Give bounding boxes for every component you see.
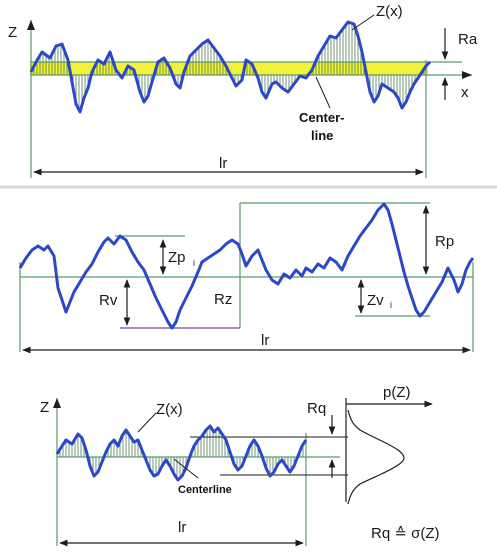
top-x-arrowhead (462, 71, 472, 79)
centerline-leader-bottom (173, 458, 199, 479)
rv-label: Rv (99, 292, 118, 309)
bottom-z-arrowhead (53, 398, 61, 408)
rq-label: Rq (307, 400, 326, 417)
zv-label: Zv (367, 292, 384, 309)
bottom-zx-label: Z(x) (156, 401, 183, 418)
rz-label: Rz (214, 291, 232, 308)
rp-label: Rp (435, 233, 454, 250)
mid-profile-curve (18, 202, 475, 330)
rq-sigma-formula: Rq ≙ σ(Z) (371, 525, 440, 542)
top-profile-curve (29, 20, 432, 114)
top-x-axis-label: x (461, 84, 469, 101)
zp-label: Zp (168, 249, 186, 266)
pz-distribution-curve (347, 409, 405, 505)
zx-leader-bottom (137, 412, 157, 433)
zx-leader-top (351, 14, 375, 31)
centerline-label-line2: line (311, 128, 333, 143)
ra-label: Ra (458, 31, 478, 48)
bottom-lr-label: lr (178, 519, 186, 536)
zp-subscript: i (193, 258, 195, 268)
bottom-profile-curve (55, 424, 308, 482)
top-zx-label: Z(x) (376, 3, 403, 20)
panel-rz: Zp i Rv Rz Rp Zv i lr (18, 202, 475, 354)
centerline-leader-top (315, 76, 331, 109)
bottom-centerline-label: Centerline (178, 484, 232, 496)
centerline-label-line1: Center- (299, 110, 345, 125)
bottom-z-axis-label: Z (40, 399, 49, 416)
top-z-axis-label: Z (8, 24, 17, 41)
pz-label: p(Z) (383, 384, 411, 401)
panel-ra: Z Z(x) Ra x Center- line lr (8, 3, 478, 178)
panel-rq: Z Z(x) Rq p(Z) Centerline lr Rq ≙ σ(Z) (40, 384, 440, 547)
top-lr-label: lr (219, 155, 227, 172)
top-hatching (33, 22, 425, 110)
top-z-arrowhead (27, 20, 35, 30)
mid-lr-label: lr (261, 332, 269, 349)
zv-subscript: i (390, 300, 392, 310)
